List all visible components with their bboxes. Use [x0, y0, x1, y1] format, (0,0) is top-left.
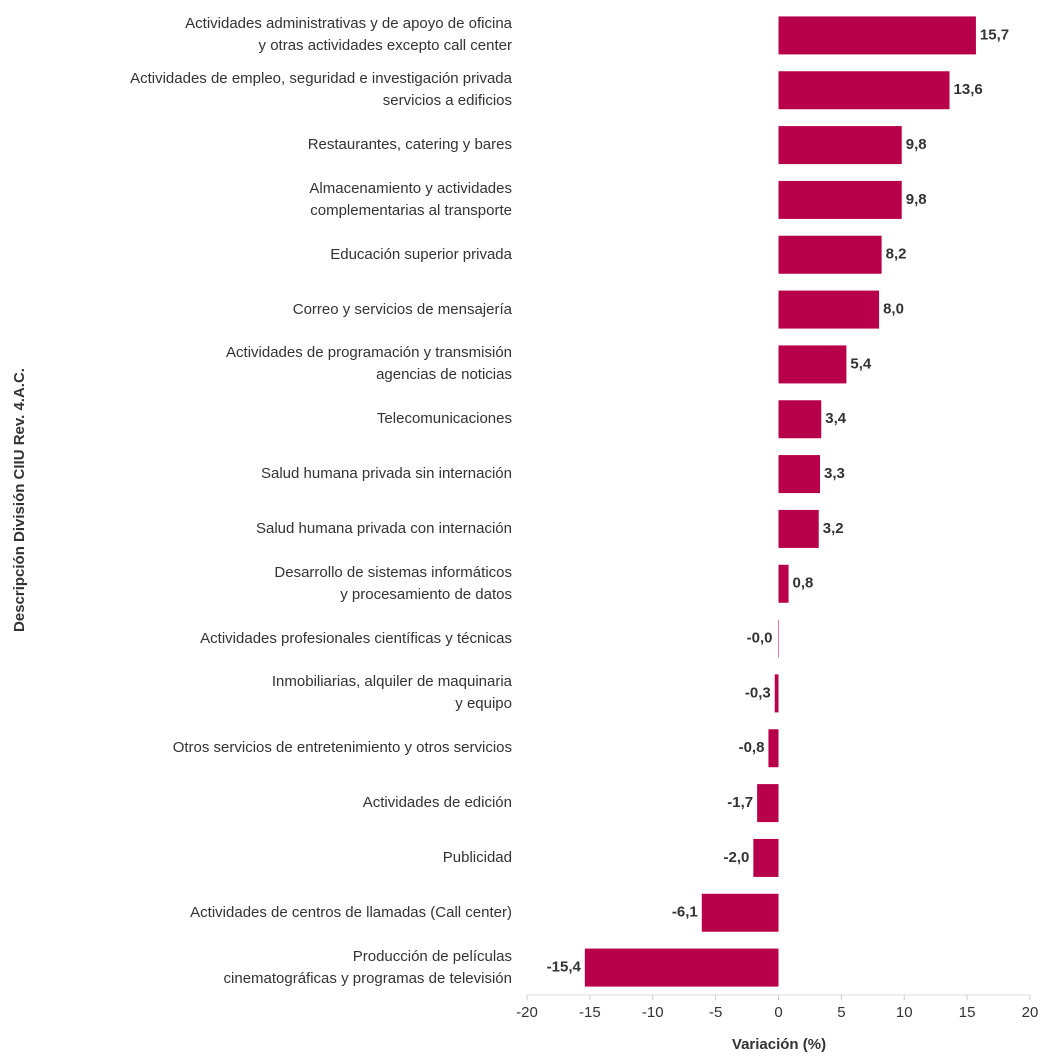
x-tick-label: -10: [642, 1004, 664, 1021]
y-tick-label: Actividades de centros de llamadas (Call…: [190, 903, 512, 921]
bar: [778, 564, 789, 603]
x-tick-label: 15: [959, 1004, 976, 1021]
value-label: 15,7: [980, 26, 1009, 43]
bar: [778, 126, 902, 165]
value-label: 9,8: [906, 136, 927, 153]
bar: [757, 784, 779, 823]
x-tick-label: -15: [579, 1004, 601, 1021]
value-label: -2,0: [723, 849, 749, 866]
y-tick-label: Actividades administrativas y de apoyo d…: [185, 15, 512, 55]
y-tick-label: Desarrollo de sistemas informáticos y pr…: [274, 563, 512, 603]
bar: [774, 674, 779, 713]
value-label: 0,8: [793, 575, 814, 592]
value-label: 9,8: [906, 191, 927, 208]
bar: [778, 400, 822, 439]
y-tick-label: Publicidad: [442, 848, 512, 866]
x-tick-label: 20: [1022, 1004, 1039, 1021]
x-tick-label: 5: [837, 1004, 845, 1021]
y-tick-label: Actividades de programación y transmisió…: [226, 344, 512, 384]
y-tick-label: Salud humana privada sin internación: [261, 465, 512, 483]
y-tick-label: Restaurantes, catering y bares: [307, 136, 512, 154]
bar: [778, 619, 779, 658]
value-label: 5,4: [850, 355, 872, 372]
x-tick-label: -5: [709, 1004, 722, 1021]
y-tick-label: Producción de películas cinematográficas…: [223, 947, 512, 987]
bar: [753, 838, 779, 877]
y-axis-title: Descripción División CIIU Rev. 4.A.C.: [11, 368, 28, 632]
bar: [778, 290, 880, 329]
bar: [778, 235, 882, 274]
value-label: -0,0: [747, 630, 773, 647]
bar: [778, 16, 976, 55]
y-tick-label: Educación superior privada: [330, 245, 512, 263]
x-tick-label: 0: [774, 1004, 782, 1021]
value-label: 13,6: [954, 81, 983, 98]
bar: [778, 180, 902, 219]
bar: [768, 729, 779, 768]
value-label: -15,4: [547, 959, 582, 976]
bar: [778, 509, 819, 548]
bar: [778, 345, 847, 384]
value-label: -0,8: [739, 739, 765, 756]
x-tick-label: -20: [516, 1004, 538, 1021]
value-label: 3,4: [825, 410, 847, 427]
bar: [778, 455, 820, 494]
y-tick-label: Telecomunicaciones: [376, 410, 512, 428]
value-label: 3,2: [823, 520, 844, 537]
y-tick-label: Almacenamiento y actividades complementa…: [309, 179, 512, 219]
y-tick-label: Inmobiliarias, alquiler de maquinaria y …: [271, 673, 512, 713]
x-tick-label: 10: [896, 1004, 913, 1021]
bar: [584, 948, 779, 987]
y-tick-label: Actividades de empleo, seguridad e inves…: [130, 70, 512, 110]
bar: [701, 893, 779, 932]
y-tick-label: Salud humana privada con internación: [255, 519, 512, 537]
value-label: -1,7: [727, 794, 753, 811]
value-label: 8,2: [886, 246, 907, 263]
value-label: -6,1: [672, 904, 698, 921]
value-label: 3,3: [824, 465, 845, 482]
y-tick-label: Correo y servicios de mensajería: [292, 300, 512, 318]
bar: [778, 71, 950, 110]
y-tick-label: Actividades de edición: [362, 794, 512, 812]
value-label: -0,3: [745, 684, 771, 701]
y-tick-label: Otros servicios de entretenimiento y otr…: [172, 739, 512, 757]
value-label: 8,0: [883, 301, 904, 318]
y-tick-label: Actividades profesionales científicas y …: [200, 629, 512, 647]
x-axis-title: Variación (%): [732, 1036, 826, 1053]
